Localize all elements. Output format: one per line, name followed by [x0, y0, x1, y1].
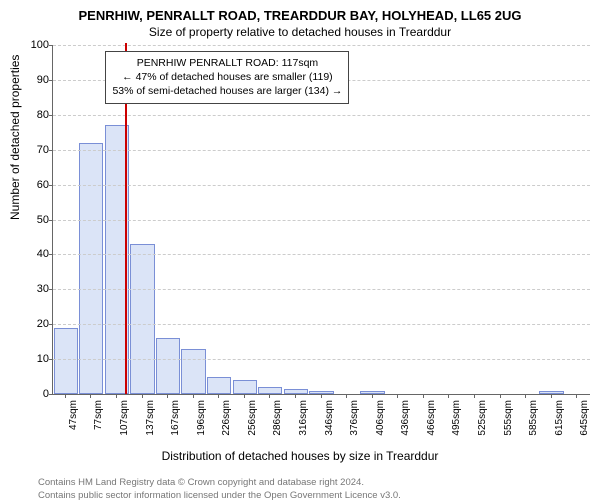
x-tick-label: 316sqm	[298, 400, 309, 436]
x-tick-mark	[167, 394, 168, 398]
grid-line	[53, 220, 590, 221]
x-tick-mark	[346, 394, 347, 398]
x-tick-label: 137sqm	[145, 400, 156, 436]
x-tick-mark	[218, 394, 219, 398]
y-tick-mark	[49, 254, 53, 255]
x-tick-mark	[321, 394, 322, 398]
annotation-line: PENRHIW PENRALLT ROAD: 117sqm	[112, 56, 342, 70]
annotation-line: ← 47% of detached houses are smaller (11…	[112, 70, 342, 84]
x-tick-mark	[525, 394, 526, 398]
grid-line	[53, 289, 590, 290]
y-tick-mark	[49, 45, 53, 46]
grid-line	[53, 324, 590, 325]
x-tick-label: 196sqm	[196, 400, 207, 436]
grid-line	[53, 185, 590, 186]
bar	[181, 349, 205, 394]
grid-line	[53, 150, 590, 151]
attribution-line: Contains public sector information licen…	[38, 490, 600, 503]
y-tick-mark	[49, 80, 53, 81]
x-tick-mark	[397, 394, 398, 398]
attribution: Contains HM Land Registry data © Crown c…	[0, 463, 600, 503]
x-tick-mark	[295, 394, 296, 398]
bar	[130, 244, 154, 394]
grid-line	[53, 45, 590, 46]
y-tick-label: 10	[23, 353, 49, 365]
bar	[207, 377, 231, 394]
x-tick-label: 585sqm	[528, 400, 539, 436]
y-tick-mark	[49, 185, 53, 186]
x-tick-mark	[474, 394, 475, 398]
bar	[79, 143, 103, 394]
x-tick-mark	[372, 394, 373, 398]
x-tick-label: 167sqm	[170, 400, 181, 436]
x-tick-mark	[116, 394, 117, 398]
bar	[54, 328, 78, 394]
y-tick-mark	[49, 115, 53, 116]
x-tick-mark	[65, 394, 66, 398]
y-tick-mark	[49, 394, 53, 395]
x-tick-label: 406sqm	[375, 400, 386, 436]
y-tick-label: 70	[23, 144, 49, 156]
x-axis-label: Distribution of detached houses by size …	[0, 449, 600, 463]
y-tick-label: 60	[23, 179, 49, 191]
grid-line	[53, 359, 590, 360]
y-tick-label: 100	[23, 39, 49, 51]
x-tick-mark	[576, 394, 577, 398]
y-tick-mark	[49, 324, 53, 325]
x-tick-mark	[244, 394, 245, 398]
x-tick-label: 466sqm	[426, 400, 437, 436]
annotation-box: PENRHIW PENRALLT ROAD: 117sqm← 47% of de…	[105, 51, 349, 104]
x-tick-label: 77sqm	[93, 400, 104, 430]
x-tick-mark	[551, 394, 552, 398]
y-axis-label: Number of detached properties	[8, 55, 22, 220]
x-tick-label: 256sqm	[247, 400, 258, 436]
y-tick-label: 40	[23, 248, 49, 260]
y-tick-label: 30	[23, 283, 49, 295]
y-tick-label: 90	[23, 74, 49, 86]
x-tick-label: 107sqm	[119, 400, 130, 436]
bar	[258, 387, 282, 394]
main-title: PENRHIW, PENRALLT ROAD, TREARDDUR BAY, H…	[0, 0, 600, 23]
bar	[233, 380, 257, 394]
x-tick-label: 47sqm	[68, 400, 79, 430]
grid-line	[53, 115, 590, 116]
y-tick-label: 0	[23, 388, 49, 400]
bar	[284, 389, 308, 394]
x-tick-mark	[90, 394, 91, 398]
histogram-chart: 0102030405060708090100PENRHIW PENRALLT R…	[52, 45, 590, 395]
x-tick-label: 645sqm	[579, 400, 590, 436]
sub-title: Size of property relative to detached ho…	[0, 23, 600, 45]
x-tick-label: 555sqm	[503, 400, 514, 436]
x-tick-label: 436sqm	[400, 400, 411, 436]
x-tick-label: 525sqm	[477, 400, 488, 436]
y-tick-label: 50	[23, 214, 49, 226]
x-tick-mark	[269, 394, 270, 398]
y-tick-mark	[49, 220, 53, 221]
grid-line	[53, 254, 590, 255]
x-tick-label: 615sqm	[554, 400, 565, 436]
x-tick-mark	[423, 394, 424, 398]
x-tick-mark	[142, 394, 143, 398]
x-tick-label: 495sqm	[451, 400, 462, 436]
x-tick-mark	[448, 394, 449, 398]
x-tick-label: 286sqm	[272, 400, 283, 436]
y-tick-mark	[49, 289, 53, 290]
y-tick-label: 80	[23, 109, 49, 121]
x-tick-label: 376sqm	[349, 400, 360, 436]
y-tick-mark	[49, 150, 53, 151]
x-tick-label: 346sqm	[324, 400, 335, 436]
attribution-line: Contains HM Land Registry data © Crown c…	[38, 477, 600, 490]
bar	[156, 338, 180, 394]
y-tick-mark	[49, 359, 53, 360]
annotation-line: 53% of semi-detached houses are larger (…	[112, 84, 342, 98]
x-tick-label: 226sqm	[221, 400, 232, 436]
x-tick-mark	[193, 394, 194, 398]
y-tick-label: 20	[23, 318, 49, 330]
x-tick-mark	[500, 394, 501, 398]
